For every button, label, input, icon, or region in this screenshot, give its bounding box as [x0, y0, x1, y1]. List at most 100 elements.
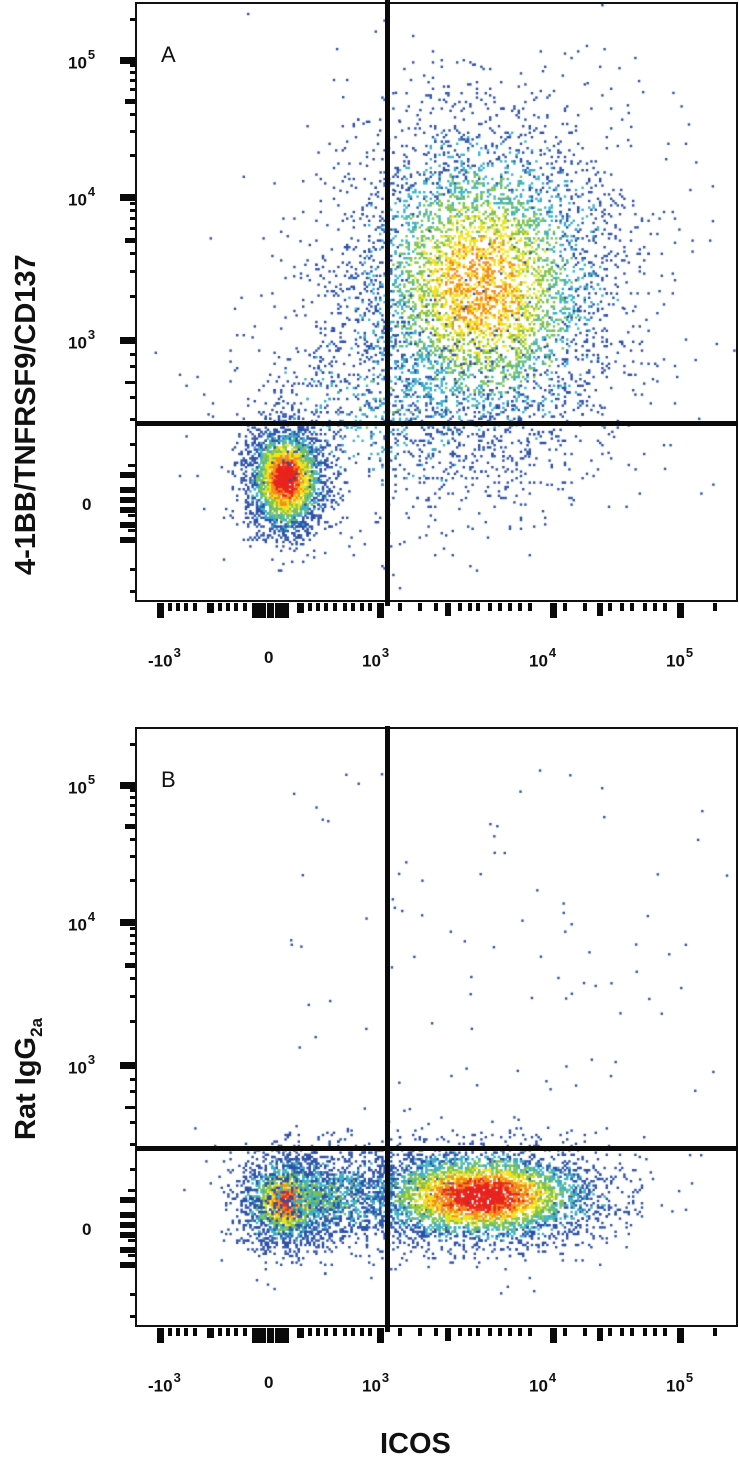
- axis-tick-mark: [324, 603, 328, 611]
- axis-tick-mark: [663, 1328, 667, 1336]
- axis-tick-mark: [620, 1328, 624, 1336]
- axis-tick-mark: [663, 603, 667, 611]
- axis-tick-mark: [630, 1328, 634, 1336]
- axis-tick-mark: [130, 1143, 135, 1146]
- ytick-a-1e3: 103: [68, 327, 96, 353]
- panel-a: 4-1BB/TNFRSF9/CD137 105 104 103 0 A -103…: [0, 0, 739, 700]
- axis-tick-mark: [130, 251, 135, 255]
- axis-tick-mark: [282, 1328, 289, 1343]
- axis-tick-mark: [351, 1328, 355, 1336]
- axis-tick-mark: [518, 603, 522, 611]
- axis-tick-mark: [234, 1328, 238, 1336]
- axis-tick-mark: [630, 603, 634, 611]
- axis-tick-mark: [508, 603, 512, 611]
- axis-tick-mark: [458, 1328, 462, 1336]
- axis-tick-mark: [528, 603, 532, 611]
- axis-tick-mark: [377, 603, 384, 618]
- axis-tick-mark: [608, 603, 612, 611]
- axis-tick-mark: [130, 208, 135, 212]
- axis-tick-mark: [130, 365, 135, 368]
- axis-tick-mark: [120, 537, 135, 543]
- axis-tick-mark: [445, 1328, 451, 1341]
- axis-tick-mark: [120, 1062, 135, 1069]
- axis-tick-mark: [128, 1189, 135, 1192]
- axis-tick-mark: [120, 194, 135, 201]
- axis-tick-mark: [360, 1328, 364, 1336]
- axis-tick-mark: [157, 1328, 164, 1343]
- axis-tick-mark: [130, 804, 135, 808]
- axis-tick-mark: [243, 603, 247, 611]
- axis-tick-mark: [333, 1328, 337, 1336]
- scatter-points-a: [137, 4, 736, 600]
- axis-tick-mark: [130, 1090, 135, 1093]
- axis-tick-mark: [130, 71, 135, 75]
- axis-tick-mark: [267, 1328, 274, 1343]
- axis-tick-mark: [398, 1328, 402, 1336]
- plot-area-a: A: [135, 2, 738, 602]
- axis-tick-mark: [226, 1328, 230, 1336]
- axis-tick-mark: [130, 18, 135, 21]
- axis-tick-mark: [130, 743, 135, 746]
- axis-tick-mark: [468, 603, 472, 611]
- xtick-b-0: 0: [264, 1373, 274, 1392]
- axis-tick-mark: [157, 603, 164, 618]
- axis-tick-mark: [120, 337, 135, 344]
- axis-tick-mark: [418, 1328, 422, 1336]
- axis-tick-mark: [130, 269, 135, 273]
- axis-tick-mark: [130, 994, 135, 998]
- axis-tick-mark: [324, 1328, 328, 1336]
- axis-tick-mark: [488, 603, 492, 611]
- axis-tick-mark: [316, 1328, 320, 1336]
- axis-tick-mark: [130, 217, 135, 221]
- axis-tick-mark: [234, 603, 238, 611]
- quadrant-gate-horizontal-b[interactable]: [136, 1146, 738, 1151]
- axis-tick-mark: [643, 603, 647, 611]
- axis-tick-mark: [368, 1328, 372, 1336]
- axis-tick-mark: [120, 1247, 135, 1253]
- quadrant-gate-vertical-a[interactable]: [385, 0, 390, 606]
- axis-tick-mark: [130, 353, 135, 356]
- axis-tick-mark: [275, 603, 282, 618]
- scatter-points-b: [137, 729, 736, 1325]
- axis-tick-mark: [563, 1328, 567, 1336]
- axis-tick-mark: [125, 381, 135, 384]
- axis-tick-mark: [120, 487, 135, 493]
- axis-tick-mark: [120, 1212, 135, 1218]
- axis-tick-mark: [528, 1328, 532, 1336]
- axis-tick-mark: [360, 603, 364, 611]
- axis-tick-mark: [207, 603, 214, 613]
- axis-tick-mark: [677, 603, 684, 618]
- axis-tick-mark: [677, 1328, 684, 1343]
- xtick-a-neg1e3: -103: [148, 645, 181, 671]
- axis-tick-mark: [597, 1328, 603, 1341]
- axis-tick-mark: [218, 1328, 222, 1336]
- axis-tick-mark: [130, 590, 135, 593]
- axis-tick-mark: [713, 1328, 717, 1336]
- axis-tick-mark: [130, 153, 135, 157]
- quadrant-gate-horizontal-a[interactable]: [136, 421, 738, 426]
- axis-tick-mark: [128, 514, 135, 517]
- axis-tick-mark: [351, 603, 355, 611]
- axis-tick-mark: [130, 418, 135, 421]
- xtick-a-1e3: 103: [362, 645, 390, 671]
- axis-tick-mark: [130, 568, 135, 571]
- axis-tick-mark: [130, 878, 135, 882]
- axis-tick-mark: [434, 1328, 438, 1336]
- axis-tick-mark: [128, 1239, 135, 1242]
- axis-tick-mark: [226, 603, 230, 611]
- axis-tick-mark: [298, 1328, 302, 1336]
- axis-tick-mark: [125, 963, 135, 969]
- axis-tick-mark: [563, 603, 567, 611]
- axis-tick-mark: [120, 782, 135, 789]
- axis-tick-mark: [130, 64, 135, 68]
- ytick-b-1e5: 105: [68, 772, 96, 798]
- axis-tick-mark: [308, 603, 312, 611]
- quadrant-gate-vertical-b[interactable]: [385, 726, 390, 1332]
- axis-tick-mark: [398, 603, 402, 611]
- panel-letter-b: B: [161, 767, 176, 792]
- axis-tick-mark: [168, 603, 172, 611]
- axis-tick-mark: [434, 603, 438, 611]
- axis-tick-mark: [125, 824, 135, 830]
- axis-tick-mark: [120, 1197, 135, 1203]
- ytick-a-1e5: 105: [68, 47, 96, 73]
